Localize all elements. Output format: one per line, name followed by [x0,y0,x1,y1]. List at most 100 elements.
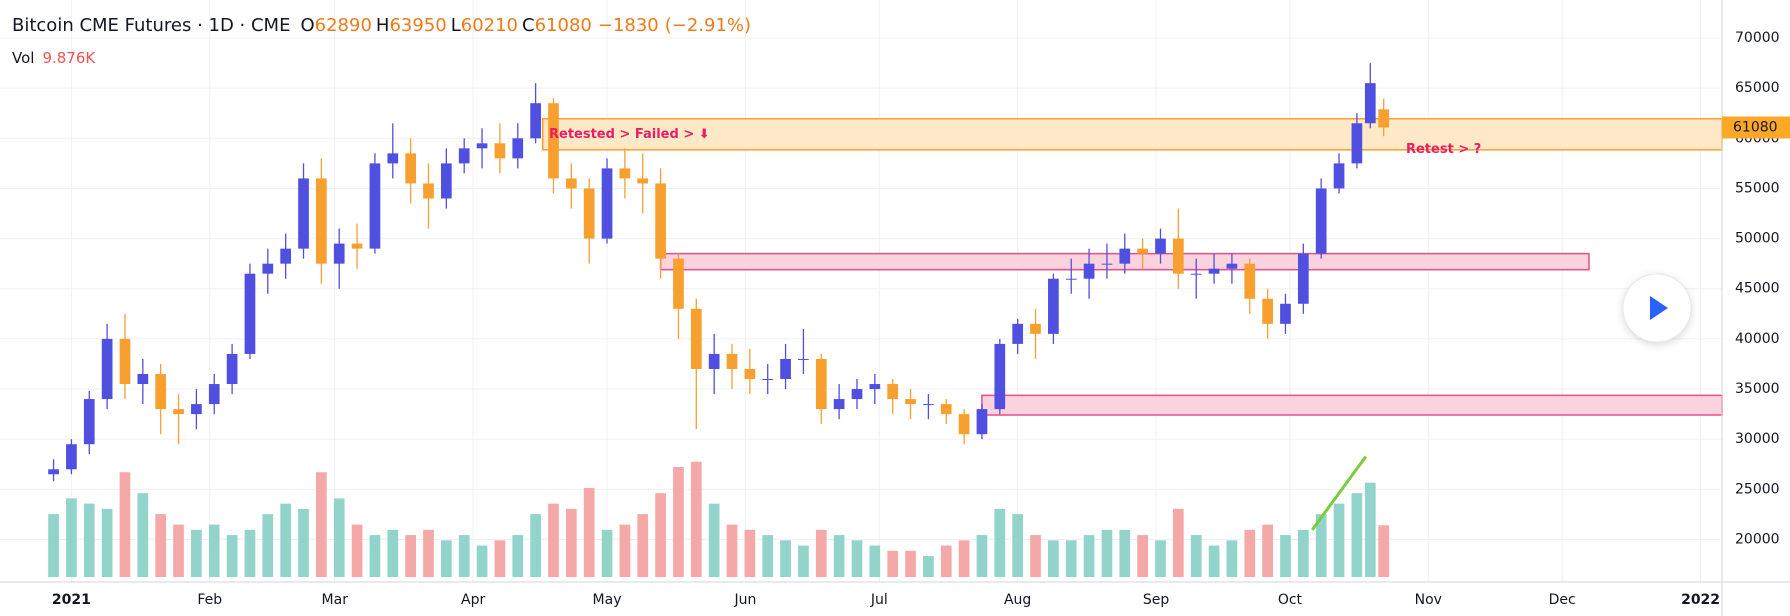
candle-body [1012,323,1024,344]
candle-body [48,469,59,475]
volume-bar [1297,529,1309,577]
candle-body [1364,83,1376,124]
volume-bar [780,540,791,577]
candle-body [708,353,720,369]
volume-bar [101,508,113,577]
x-tick-label: Aug [1004,592,1031,608]
candle-body [137,373,149,385]
volume-bar [1351,493,1363,577]
volume-bar [762,535,774,577]
volume-bar [66,498,77,577]
volume-bar [83,503,95,577]
volume-bar [940,545,952,577]
volume-bar [280,503,292,577]
volume-bar [137,493,149,577]
candle-body [1172,238,1184,274]
candle-body [690,308,702,369]
volume-bar [851,540,863,577]
candle-body [726,353,738,369]
candle-body [83,399,95,445]
play-button[interactable] [1622,273,1692,343]
grid-layer [0,0,1722,582]
candle-body [851,389,863,400]
y-tick-label: 45000 [1735,281,1780,297]
ohlc-letter: L [451,15,461,36]
volume-bar [1333,503,1345,577]
y-tick-label: 20000 [1735,531,1780,547]
low-value: 60210 [461,15,518,36]
volume-bar [1137,535,1148,577]
volume-bar [1244,529,1256,577]
volume-header: Vol 9.876K [12,49,96,67]
volume-bar [887,550,899,577]
candle-body [1244,263,1256,299]
volume-bar [226,535,238,577]
volume-bar [208,524,220,577]
volume-bar [1155,540,1166,577]
x-tick-label: Feb [197,592,222,608]
candle-body [1137,248,1148,254]
candle-body [655,183,666,259]
y-tick-label: 30000 [1735,431,1780,447]
volume-title: Vol [12,49,34,67]
candle-body [351,243,363,249]
y-tick-label: 40000 [1735,331,1780,347]
annotation: Retested > Failed > ⬇ [549,127,710,142]
volume-bar [512,535,524,577]
volume-bar [1012,514,1024,577]
y-tick-label: 50000 [1735,231,1780,247]
candle-body [1378,109,1390,128]
candle-body [1351,123,1363,164]
ohlc-letter: H [376,15,390,36]
volume-bar [458,535,470,577]
header: Bitcoin CME Futures · 1D · CME O62890 H639… [12,15,751,36]
candle-body [1155,238,1166,254]
volume-bar [262,514,274,577]
volume-bar [298,508,309,577]
candle-body [994,343,1006,410]
volume-bar [869,545,881,577]
candle-body [637,178,649,184]
x-tick-label: 2022 [1681,592,1720,608]
candle-body [976,409,988,435]
candle-body [798,358,809,360]
volume-bar [1226,540,1238,577]
candle-body [208,384,220,405]
annotation: Retest > ? [1406,142,1481,157]
y-tick-label: 55000 [1735,180,1780,196]
volume-bar [173,524,184,577]
volume-bar [1119,529,1131,577]
x-tick-label: May [593,592,622,608]
volume-bar [601,529,613,577]
play-icon[interactable] [1650,296,1668,320]
volume-bar [316,472,327,577]
candle-body [316,178,327,264]
volume-bar [1280,535,1291,577]
y-tick-label: 65000 [1735,80,1780,96]
candle-body [762,379,774,381]
candle-body [262,263,274,274]
change-percent: (−2.91%) [665,15,751,36]
volume-bar [548,503,559,577]
volume-bar [1030,535,1041,577]
candle-body [744,368,756,380]
candle-body [191,404,202,415]
volume-bar [1190,535,1202,577]
trend-line [1311,455,1368,531]
y-tick-label: 70000 [1735,30,1780,46]
volume-bar [637,514,649,577]
volume-bar [530,514,541,577]
candle-body [905,399,916,405]
volume-bar [440,540,452,577]
candle-body [815,358,827,410]
volume-bar [155,514,167,577]
x-tick-label: Oct [1278,592,1303,608]
candle-body [548,103,559,179]
volume-bar [1364,482,1376,577]
last-price-marker [1722,116,1790,139]
candle-body [565,178,577,189]
candle-body [333,243,345,264]
volume-bar [244,529,256,577]
candle-body [619,168,631,179]
